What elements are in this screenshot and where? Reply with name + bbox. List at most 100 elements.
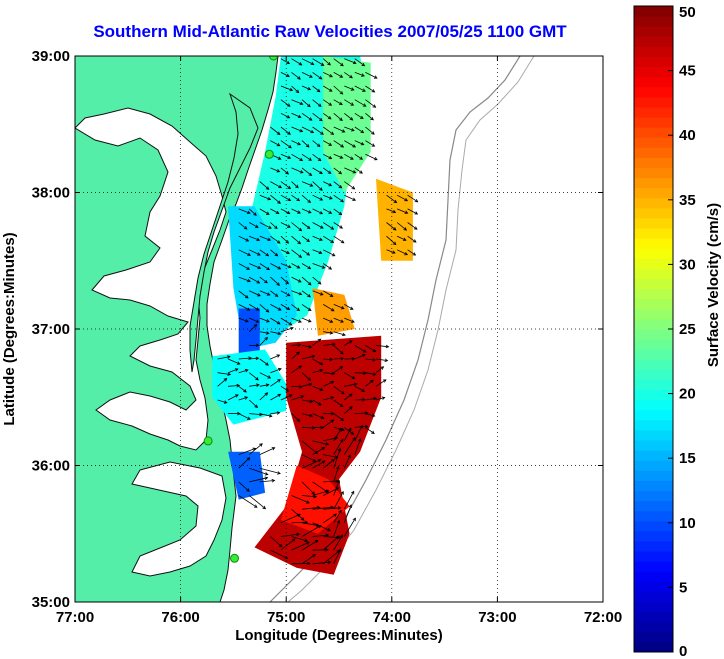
- velocity-arrow: [333, 448, 341, 469]
- arrow-head: [318, 76, 323, 80]
- arrow-head: [297, 142, 301, 146]
- arrow-head: [265, 331, 270, 335]
- velocity-arrow: [323, 396, 334, 401]
- delmarva-peninsula: [189, 92, 259, 373]
- velocity-arrow: [322, 235, 334, 243]
- velocity-arrow: [312, 447, 325, 455]
- arrow-head: [253, 504, 258, 508]
- velocity-region: [323, 56, 371, 193]
- arrow-head: [285, 280, 290, 285]
- arrow-head: [277, 200, 281, 204]
- arrow-head: [298, 62, 303, 66]
- velocity-arrow: [249, 357, 259, 360]
- arrow-head: [340, 356, 345, 361]
- velocity-arrow: [270, 304, 282, 311]
- colorbar-segment: [634, 318, 673, 330]
- colorbar-segment: [634, 631, 673, 643]
- colorbar-segment: [634, 278, 673, 290]
- velocity-arrow: [312, 112, 323, 121]
- arrow-head: [286, 250, 290, 255]
- arrow-head: [298, 291, 303, 296]
- velocity-arrow: [270, 263, 281, 270]
- arrow-head: [352, 170, 357, 174]
- arrow-head: [307, 319, 312, 323]
- velocity-arrow: [291, 85, 299, 93]
- velocity-arrow: [259, 317, 270, 323]
- arrow-head: [319, 211, 324, 215]
- velocity-arrow: [312, 85, 321, 93]
- colorbar-segment: [634, 460, 673, 471]
- velocity-arrow: [280, 263, 292, 268]
- arrow-head: [268, 414, 273, 418]
- velocity-arrow: [270, 536, 283, 548]
- velocity-arrow: [259, 304, 269, 313]
- velocity-arrow: [333, 85, 343, 95]
- velocity-arrow: [333, 317, 344, 323]
- arrow-head: [300, 395, 305, 399]
- velocity-arrow: [291, 276, 302, 283]
- velocity-arrow: [344, 426, 354, 435]
- velocity-arrow: [238, 235, 249, 242]
- arrow-head: [286, 73, 290, 77]
- velocity-region: [212, 349, 287, 425]
- velocity-arrow: [249, 384, 260, 387]
- velocity-arrow: [259, 194, 271, 200]
- velocity-arrow: [270, 181, 282, 189]
- velocity-arrow: [270, 393, 281, 401]
- arrow-head: [317, 281, 322, 285]
- arrow-head: [319, 170, 323, 175]
- velocity-arrow: [343, 437, 356, 455]
- velocity-arrow: [249, 263, 261, 269]
- arrow-head: [341, 390, 345, 395]
- velocity-arrow: [291, 235, 301, 245]
- arrow-head: [300, 517, 305, 521]
- velocity-arrow: [322, 167, 332, 174]
- x-tick-label: 76:00: [161, 609, 199, 626]
- velocity-arrow: [280, 153, 291, 159]
- velocity-arrow: [354, 345, 367, 353]
- velocity-arrow: [291, 112, 301, 118]
- arrow-head: [265, 186, 270, 190]
- velocity-arrow: [375, 379, 387, 387]
- arrow-head: [412, 239, 417, 243]
- y-axis-ticks: 35:00 36:00 37:00 38:00 39:00: [32, 48, 603, 611]
- velocity-arrow: [333, 331, 346, 336]
- colorbar-tick-label: 5: [679, 579, 687, 596]
- arrow-head: [325, 533, 330, 538]
- arrow-head: [351, 186, 356, 190]
- velocity-arrow: [354, 85, 366, 92]
- velocity-arrow: [344, 194, 356, 201]
- arrow-head: [266, 292, 271, 296]
- velocity-arrow: [322, 126, 334, 135]
- arrow-head: [361, 353, 366, 358]
- y-axis-label: Latitude (Degrees:Minutes): [1, 232, 18, 425]
- arrow-head: [277, 331, 282, 336]
- arrow-head: [349, 117, 354, 121]
- arrow-head: [328, 182, 333, 187]
- velocity-arrow: [280, 385, 289, 392]
- velocity-arrow: [323, 480, 339, 483]
- arrow-head: [327, 560, 332, 565]
- arrow-head: [347, 454, 351, 459]
- velocity-arrow: [322, 263, 332, 270]
- arrow-head: [342, 332, 346, 337]
- shelf-isobath-inner: [287, 56, 535, 602]
- velocity-arrow: [270, 379, 281, 387]
- arrow-head: [320, 225, 324, 229]
- radar-station: [269, 56, 278, 61]
- velocity-arrow: [249, 477, 268, 483]
- velocity-arrow: [312, 481, 329, 493]
- arrow-head: [308, 382, 313, 387]
- velocity-arrow: [344, 99, 354, 106]
- arrow-head: [265, 309, 270, 313]
- velocity-arrow: [407, 222, 418, 230]
- arrow-head: [259, 443, 263, 447]
- arrow-head: [254, 404, 258, 408]
- y-tick-label: 35:00: [32, 594, 70, 611]
- velocity-arrow: [291, 126, 303, 132]
- colorbar-tick-label: 10: [679, 515, 696, 532]
- velocity-arrow: [312, 385, 323, 391]
- arrow-head: [297, 210, 301, 214]
- velocity-arrow: [248, 304, 260, 311]
- velocity-arrow: [323, 72, 333, 78]
